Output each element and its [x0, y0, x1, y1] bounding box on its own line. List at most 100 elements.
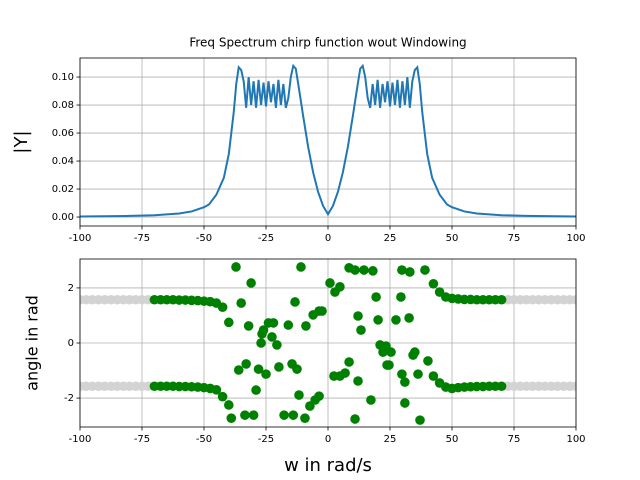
x-tick-label: -100 [69, 233, 92, 244]
y-axis-label: angle in rad [23, 295, 42, 391]
point [292, 364, 302, 374]
x-tick-label: 0 [325, 434, 331, 445]
point [373, 315, 383, 325]
point [241, 359, 251, 369]
point [571, 381, 576, 392]
point [217, 302, 228, 312]
point [290, 297, 300, 307]
point [384, 360, 394, 370]
point [386, 347, 396, 357]
point [397, 265, 407, 275]
point [404, 313, 414, 323]
y-tick-label: 0.06 [52, 128, 74, 139]
point [335, 282, 345, 292]
plot-area [80, 63, 576, 218]
point [257, 329, 267, 339]
point [368, 266, 378, 276]
point [272, 340, 282, 350]
plot-area [80, 262, 576, 425]
y-tick-label: 2 [68, 283, 74, 294]
point [267, 332, 277, 342]
x-tick-label: -25 [258, 233, 274, 244]
point [350, 414, 360, 424]
panel: -100 -75 -50 -25 0 25 50 75 100 -2 0 2 angle in rad w… [23, 258, 586, 476]
x-tick-label: -50 [196, 233, 212, 244]
point [344, 357, 354, 367]
point [496, 381, 507, 392]
point [231, 262, 241, 272]
point [353, 376, 363, 386]
point [283, 320, 294, 330]
point [240, 410, 250, 420]
point [397, 369, 407, 379]
point [217, 391, 228, 402]
point [571, 294, 576, 305]
point [359, 265, 369, 275]
point [246, 278, 256, 288]
x-tick-label: 50 [446, 233, 459, 244]
point [300, 413, 310, 423]
point [413, 369, 423, 379]
point [420, 265, 430, 275]
point [350, 265, 360, 275]
y-tick-label: 0.10 [52, 72, 74, 83]
y-tick-label: 0.04 [52, 156, 74, 167]
point [296, 262, 306, 272]
point [400, 377, 410, 387]
point [256, 338, 266, 348]
point [236, 298, 246, 308]
point [400, 398, 410, 408]
y-tick-label: -2 [64, 393, 74, 404]
y-tick-label: 0 [68, 338, 74, 349]
point [305, 401, 315, 411]
point [224, 400, 234, 410]
x-tick-label: 25 [384, 233, 397, 244]
x-tick-label: 75 [508, 233, 521, 244]
point [410, 347, 420, 357]
x-tick-label: -100 [69, 434, 92, 445]
point [356, 325, 366, 335]
point [325, 278, 335, 288]
x-tick-label: 0 [325, 233, 331, 244]
point [294, 390, 304, 400]
line-series [80, 63, 576, 218]
chart-title: Freq Spectrum chirp function wout Window… [189, 36, 466, 50]
point [340, 368, 350, 378]
x-tick-label: -75 [134, 233, 150, 244]
point [243, 321, 254, 331]
panel: -100 -75 -50 -25 0 25 50 75 100 0.00 0.02 0.04 0.06 0… [11, 36, 586, 245]
point [405, 267, 415, 277]
x-tick-label: -75 [134, 434, 150, 445]
axes-frame [79, 57, 577, 227]
axes-frame [79, 258, 577, 428]
point [261, 369, 271, 379]
point [391, 315, 401, 325]
point [233, 365, 244, 375]
point [211, 385, 222, 395]
point [317, 306, 327, 316]
point [288, 410, 299, 420]
point [366, 395, 376, 405]
x-tick-label: 100 [566, 233, 585, 244]
point [253, 364, 264, 374]
point [248, 410, 259, 420]
point [353, 311, 363, 321]
point [314, 391, 324, 401]
point [268, 318, 279, 328]
point [279, 410, 289, 420]
point [226, 413, 237, 423]
y-tick-label: 0.02 [52, 184, 74, 195]
y-tick-label: 0.00 [52, 212, 74, 223]
x-axis-label: w in rad/s [284, 455, 372, 476]
point [423, 356, 433, 366]
x-tick-label: -50 [196, 434, 212, 445]
point [428, 371, 439, 381]
point [371, 292, 381, 302]
y-axis-label: |Y| [11, 130, 32, 153]
y-tick-label: 0.08 [52, 100, 74, 111]
point [415, 415, 425, 425]
point [301, 321, 311, 331]
